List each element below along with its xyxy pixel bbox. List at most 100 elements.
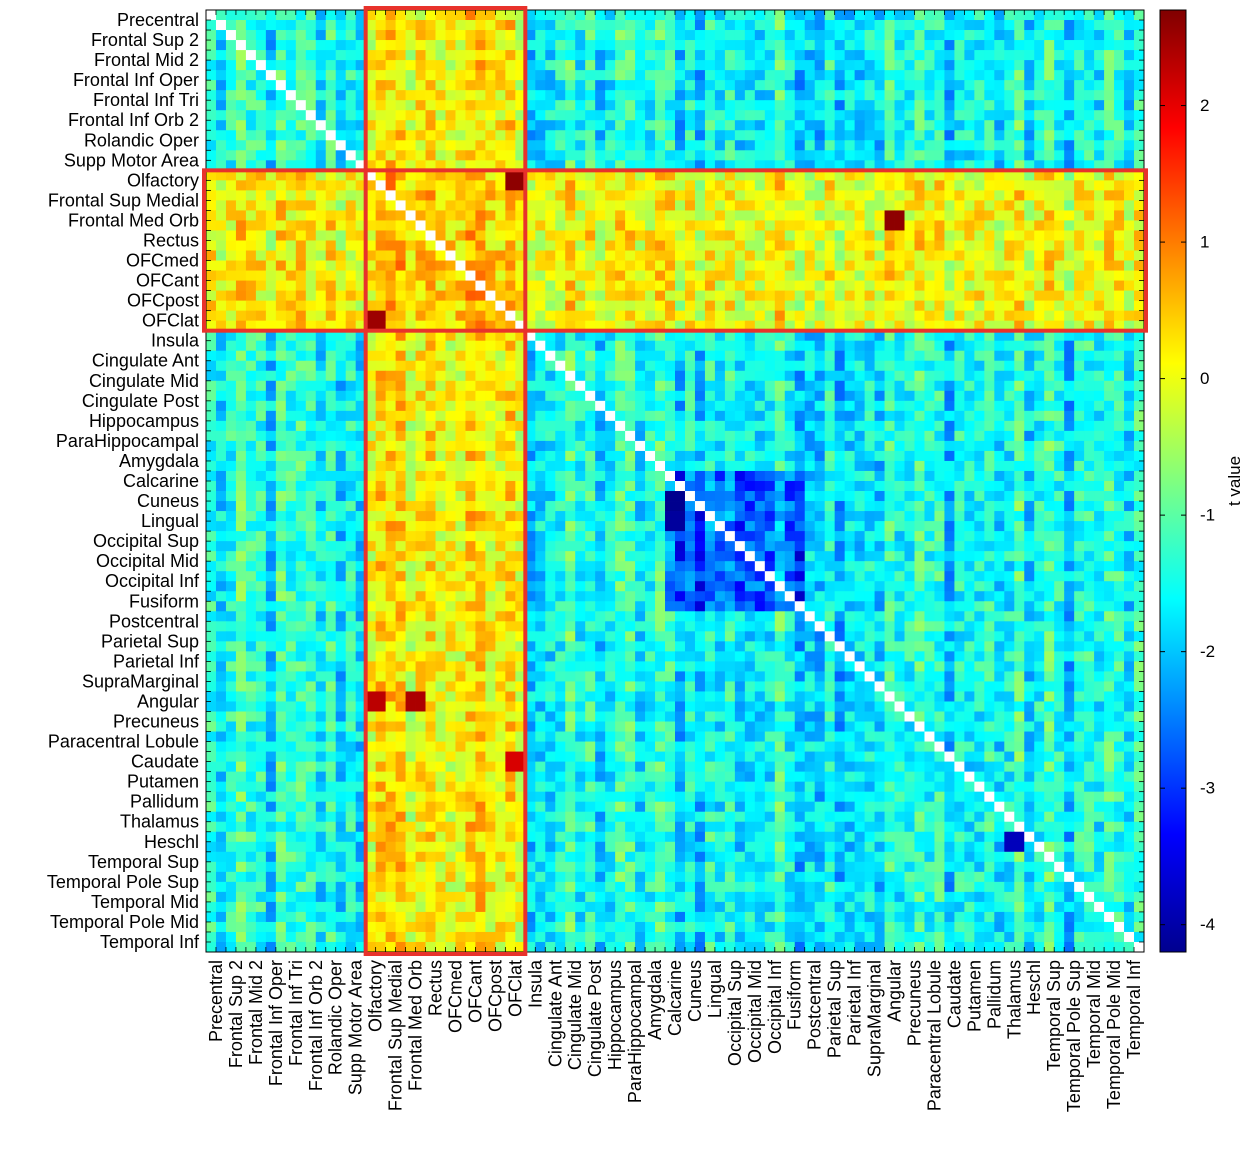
heatmap-cell [1124,280,1135,291]
heatmap-cell [535,460,546,472]
heatmap-cell [934,470,945,482]
heatmap-cell [854,150,865,161]
heatmap-cell [206,400,217,412]
heatmap-cell [455,50,466,61]
heatmap-cell [914,470,925,482]
heatmap-cell [684,180,696,191]
heatmap-cell [1034,220,1045,231]
heatmap-cell [475,60,486,71]
heatmap-cell [495,280,506,291]
heatmap-cell [1004,10,1015,21]
heatmap-cell [1104,400,1115,412]
heatmap-cell [285,400,297,412]
heatmap-cell [964,50,975,61]
heatmap-cell [225,90,237,101]
heatmap-cell [704,170,716,181]
heatmap-cell [355,150,367,161]
heatmap-cell [435,320,446,332]
heatmap-cell [804,110,816,121]
heatmap-cell [605,370,616,382]
heatmap-cell [355,60,367,71]
heatmap-cell [784,30,796,41]
heatmap-cell [385,100,396,111]
heatmap-cell [675,501,686,512]
heatmap-cell [395,460,406,472]
heatmap-cell [1004,210,1015,221]
heatmap-cell [784,481,796,492]
heatmap-cell [565,430,576,442]
heatmap-cell [465,320,476,332]
heatmap-cell [794,260,806,271]
heatmap-cell [944,100,955,111]
heatmap-cell [944,240,955,251]
heatmap-cell [365,90,377,101]
heatmap-cell [615,110,626,121]
heatmap-cell [954,200,965,211]
heatmap-cell [984,240,995,251]
heatmap-cell [934,100,945,111]
heatmap-cell [684,200,696,211]
heatmap-cell [714,470,726,482]
heatmap-cell [335,460,347,472]
heatmap-cell [435,70,446,81]
heatmap-cell [724,501,736,512]
heatmap-cell [814,320,826,332]
heatmap-cell [465,160,476,171]
heatmap-cell [225,521,237,532]
heatmap-cell [1054,340,1065,352]
heatmap-cell [744,450,756,462]
heatmap-cell [1034,10,1045,21]
heatmap-cell [974,511,985,522]
heatmap-cell [854,280,865,291]
heatmap-cell [325,110,337,121]
heatmap-cell [884,380,895,392]
heatmap-cell [964,481,975,492]
heatmap-cell [255,400,267,412]
heatmap-cell [1064,140,1075,151]
heatmap-cell [365,140,377,151]
heatmap-cell [565,190,576,201]
heatmap-cell [974,350,985,362]
heatmap-cell [994,260,1005,271]
heatmap-cell [395,200,406,211]
heatmap-cell [395,120,406,131]
heatmap-cell [874,210,885,221]
heatmap-cell [904,390,915,402]
heatmap-cell [595,481,606,492]
heatmap-cell [635,450,646,462]
heatmap-cell [275,20,287,31]
heatmap-cell [465,440,476,452]
heatmap-cell [914,290,925,302]
heatmap-cell [1044,420,1055,432]
heatmap-cell [864,350,875,362]
heatmap-cell [365,160,377,171]
heatmap-cell [1054,240,1065,251]
heatmap-cell [305,420,317,432]
heatmap-cell [1034,310,1045,322]
heatmap-cell [285,390,297,402]
heatmap-cell [565,200,576,211]
heatmap-cell [1094,190,1105,201]
heatmap-cell [255,430,267,442]
heatmap-cell [415,60,426,71]
heatmap-cell [984,270,995,281]
heatmap-cell [665,370,676,382]
heatmap-cell [714,110,726,121]
heatmap-cell [724,140,736,151]
heatmap-cell [1014,100,1025,111]
heatmap-cell [645,240,656,251]
heatmap-cell [545,110,556,121]
heatmap-cell [784,130,796,141]
heatmap-cell [635,420,646,432]
heatmap-cell [365,250,377,261]
heatmap-cell [764,240,776,251]
heatmap-cell [844,420,856,432]
heatmap-cell [1054,250,1065,261]
heatmap-cell [295,10,307,21]
heatmap-cell [1024,180,1035,191]
heatmap-cell [1094,330,1105,342]
heatmap-cell [1024,481,1035,492]
heatmap-cell [1094,350,1105,362]
heatmap-cell [515,30,526,41]
